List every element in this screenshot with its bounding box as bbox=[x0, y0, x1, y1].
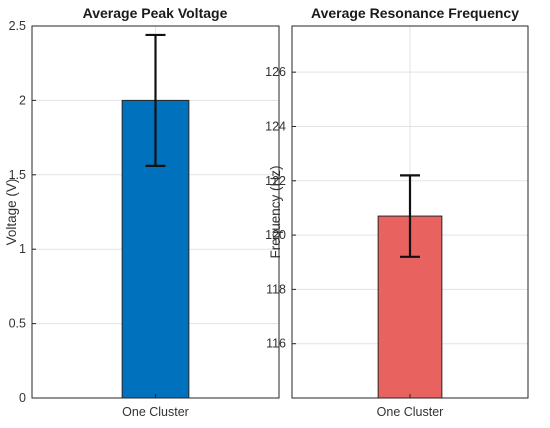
frequency-ytick-label: 118 bbox=[266, 282, 286, 296]
voltage-chart-title: Average Peak Voltage bbox=[83, 5, 228, 21]
voltage-y-axis-label: Voltage (V) bbox=[4, 179, 19, 246]
frequency-chart-panel: Average Resonance Frequency 116 118 120 122… bbox=[265, 5, 529, 419]
voltage-ytick-label: 1 bbox=[19, 242, 26, 256]
voltage-ytick-label: 0 bbox=[19, 391, 26, 405]
voltage-ytick-label: 0.5 bbox=[9, 317, 26, 331]
frequency-xtick-label: One Cluster bbox=[377, 405, 444, 419]
voltage-chart-panel: Average Peak Voltage 0 0.5 1 1.5 2 2.5 One Cl… bbox=[4, 5, 280, 419]
voltage-ytick-label: 1.5 bbox=[9, 168, 26, 182]
voltage-ytick-label: 2.5 bbox=[9, 19, 26, 33]
frequency-ytick-label: 116 bbox=[266, 337, 286, 351]
frequency-ytick-label: 122 bbox=[265, 174, 286, 188]
frequency-ytick-label: 124 bbox=[265, 119, 286, 133]
frequency-chart-title: Average Resonance Frequency bbox=[311, 5, 519, 21]
frequency-ytick-label: 120 bbox=[265, 228, 286, 242]
voltage-ytick-label: 2 bbox=[19, 93, 26, 107]
voltage-xtick-label: One Cluster bbox=[122, 405, 189, 419]
frequency-y-axis-label: Frequency (Hz) bbox=[268, 165, 283, 258]
frequency-ytick-label: 126 bbox=[265, 65, 286, 79]
